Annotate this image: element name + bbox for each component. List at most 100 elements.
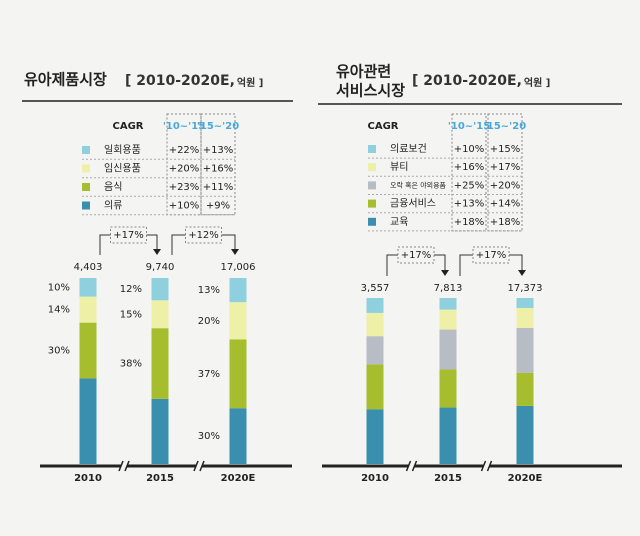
axis-break-gap	[483, 462, 490, 470]
x-tick-label: 2010	[361, 473, 389, 484]
subtitle-unit: 억원 ]	[237, 76, 263, 89]
bar-segment	[366, 364, 384, 410]
segment-label: 13%	[198, 285, 220, 296]
segment-label: 30%	[48, 346, 70, 357]
growth-box	[472, 246, 510, 264]
x-tick-label: 2020E	[508, 473, 543, 484]
legend-label: 음식	[104, 181, 122, 193]
growth-label: +12%	[188, 230, 219, 241]
bar-segment	[516, 298, 534, 308]
bar-segment	[439, 298, 457, 310]
legend-label: 금융서비스	[390, 198, 436, 210]
cagr-value: +16%	[454, 162, 485, 173]
cagr-value: +10%	[454, 144, 485, 155]
bar-segment	[79, 296, 97, 323]
growth-box	[110, 226, 147, 244]
bar-segment	[79, 322, 97, 379]
bar-segment	[151, 398, 169, 464]
x-tick-label: 2020E	[221, 473, 256, 484]
cagr-period: '10~'15	[448, 121, 490, 132]
segment-label: 37%	[198, 369, 220, 380]
growth-connector	[171, 234, 236, 255]
bar-segment	[151, 278, 169, 301]
total-label: 9,740	[146, 262, 175, 273]
growth-connector	[99, 234, 158, 255]
cagr-period: '10~'15	[163, 121, 205, 132]
x-tick-label: 2015	[146, 473, 174, 484]
cagr-column-box	[451, 113, 487, 232]
cagr-value: +13%	[203, 145, 234, 156]
bar-segment	[439, 407, 457, 464]
bar-segment	[439, 309, 457, 330]
growth-arrowhead	[153, 249, 161, 255]
cagr-value: +25%	[454, 180, 485, 191]
bar-segment	[439, 369, 457, 408]
bar-segment	[366, 409, 384, 464]
total-label: 3,557	[361, 283, 390, 294]
chart-title: 유아제품시장	[24, 71, 107, 89]
axis-break	[118, 460, 124, 472]
axis-break	[405, 460, 412, 472]
axis-break	[411, 460, 418, 472]
segment-label: 10%	[48, 282, 70, 293]
growth-box	[185, 226, 222, 244]
cagr-value: +10%	[169, 201, 200, 212]
segment-label: 14%	[48, 305, 70, 316]
x-tick-label: 2015	[434, 473, 462, 484]
bar-segment	[229, 339, 247, 409]
subtitle-period: [ 2010-2020E,	[412, 73, 522, 89]
growth-arrowhead	[441, 270, 449, 276]
segment-label: 12%	[120, 284, 142, 295]
legend-swatch	[82, 201, 90, 210]
bar-segment	[79, 278, 97, 297]
subtitle-unit: 억원 ]	[524, 76, 550, 89]
bar-segment	[516, 327, 534, 373]
legend-label: 임신용품	[104, 162, 141, 175]
cagr-value: +14%	[490, 199, 521, 210]
total-label: 4,403	[74, 262, 103, 273]
bar-segment	[366, 336, 384, 365]
cagr-value: +18%	[454, 217, 485, 228]
bar-segment	[439, 329, 457, 370]
cagr-column-box	[487, 113, 523, 232]
legend-swatch	[368, 199, 376, 208]
total-label: 17,006	[221, 262, 256, 273]
segment-label: 30%	[198, 431, 220, 442]
growth-arrowhead	[231, 249, 239, 255]
cagr-period: '15~'20	[197, 121, 239, 132]
growth-connector	[459, 254, 523, 276]
axis-break-gap	[196, 462, 202, 470]
cagr-value: +18%	[490, 217, 521, 228]
segment-label: 20%	[198, 316, 220, 327]
legend-swatch	[82, 183, 90, 191]
legend-label: 의료보건	[390, 143, 427, 155]
cagr-value: +15%	[490, 144, 521, 155]
cagr-value: +16%	[203, 164, 234, 175]
growth-label: +17%	[401, 250, 432, 261]
cagr-value: +20%	[490, 180, 521, 191]
cagr-value: +13%	[454, 199, 485, 210]
legend-label: 교육	[390, 216, 408, 228]
axis-break	[124, 460, 130, 472]
legend-label: 의류	[104, 200, 122, 212]
axis-break	[486, 460, 493, 472]
cagr-value: +9%	[206, 201, 230, 212]
axis-break	[193, 460, 199, 472]
axis-break-gap	[121, 462, 127, 470]
total-label: 17,373	[508, 283, 543, 294]
cagr-value: +20%	[169, 164, 200, 175]
legend-label: 오락 혹은 야외용품	[390, 180, 447, 189]
bar-segment	[229, 408, 247, 464]
chart-title: 유아관련	[336, 63, 391, 81]
cagr-header: CAGR	[113, 121, 144, 132]
growth-connector	[386, 254, 446, 276]
cagr-value: +11%	[203, 182, 234, 193]
growth-box	[397, 246, 435, 264]
total-label: 7,813	[434, 283, 463, 294]
legend-swatch	[368, 217, 376, 226]
bar-segment	[516, 405, 534, 464]
bar-segment	[79, 378, 97, 464]
axis-break	[199, 460, 205, 472]
growth-label: +17%	[113, 230, 144, 241]
